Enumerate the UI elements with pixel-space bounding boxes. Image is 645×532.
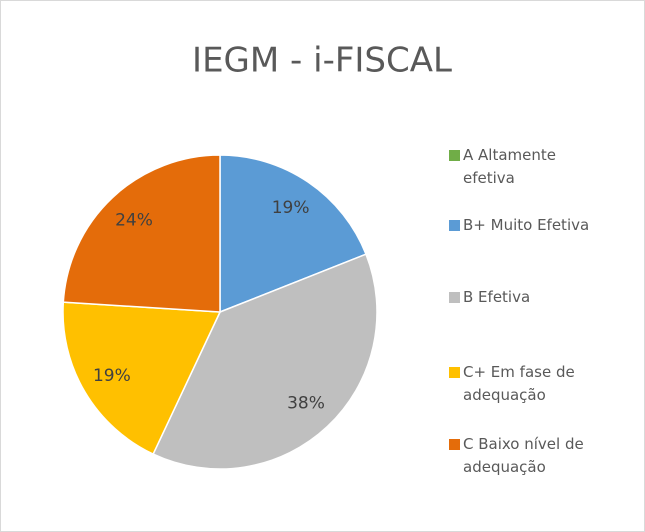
legend-swatch <box>449 367 460 378</box>
legend-label: C Baixo nível de adequação <box>463 435 584 476</box>
legend-swatch <box>449 150 460 161</box>
pie-slice <box>219 154 367 314</box>
data-label: 19% <box>272 198 310 218</box>
pie-slice <box>152 253 378 470</box>
legend-item: C+ Em fase de adequação <box>449 361 625 407</box>
data-label: 24% <box>115 210 153 230</box>
data-label: 38% <box>287 394 325 414</box>
legend-label: B+ Muito Efetiva <box>463 216 590 234</box>
legend-label: B Efetiva <box>463 288 531 306</box>
legend-item: B+ Muito Efetiva <box>449 214 625 237</box>
legend-item: B Efetiva <box>449 286 625 309</box>
data-label: 19% <box>93 366 131 386</box>
pie-slice <box>62 154 221 313</box>
legend-item: A Altamente efetiva <box>449 144 589 190</box>
legend-item: C Baixo nível de adequação <box>449 433 625 479</box>
chart-title: IEGM - i-FISCAL <box>192 41 452 81</box>
legend-swatch <box>449 220 460 231</box>
legend-label: C+ Em fase de adequação <box>463 363 575 404</box>
legend-label: A Altamente efetiva <box>463 146 556 187</box>
pie-slice <box>62 301 222 456</box>
legend-swatch <box>449 292 460 303</box>
legend-swatch <box>449 439 460 450</box>
